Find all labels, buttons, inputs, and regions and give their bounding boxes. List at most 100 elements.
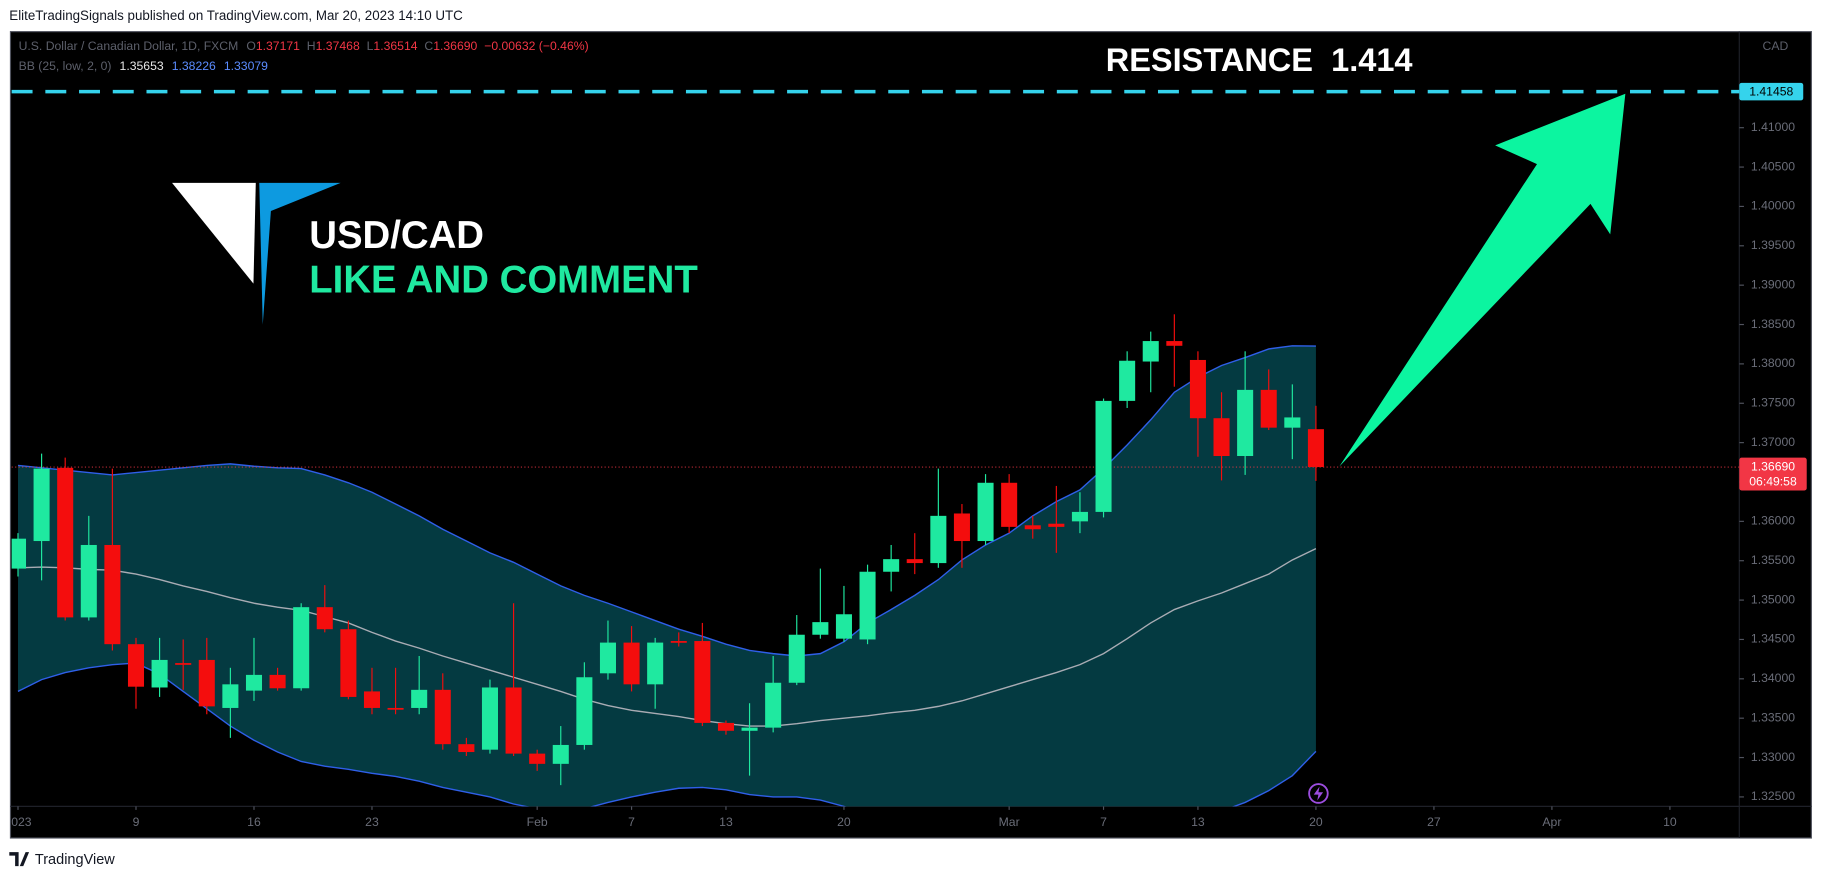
last-price-box <box>1739 457 1807 491</box>
candle-body <box>788 634 805 683</box>
high-value: 1.37468 <box>316 39 360 53</box>
candle-body <box>1166 341 1183 346</box>
bands-lower-value: 1.33079 <box>224 59 268 73</box>
candle-body <box>953 513 970 542</box>
candle-body <box>1048 523 1065 527</box>
x-tick-label: 13 <box>719 815 733 829</box>
y-tick-label: 1.34000 <box>1751 671 1795 685</box>
candle-body <box>316 607 333 630</box>
x-tick-label: 27 <box>1427 815 1441 829</box>
x-tick-label: 20 <box>837 815 851 829</box>
low-value: 1.36514 <box>373 39 417 53</box>
plot-area <box>11 314 1740 807</box>
candle-body <box>1213 418 1230 457</box>
close-value: 1.36690 <box>433 39 477 53</box>
candle-body <box>1307 429 1324 468</box>
footer-logo <box>9 852 30 867</box>
candle-body <box>977 482 994 542</box>
candle-body <box>1237 389 1254 457</box>
publisher-line: EliteTradingSignals published on Trading… <box>9 8 463 23</box>
candle-body <box>906 559 923 564</box>
candle-body <box>33 468 50 542</box>
candle-body <box>623 642 640 685</box>
candle-body <box>80 544 97 618</box>
lower-band <box>17 662 1317 807</box>
y-tick-label: 1.39000 <box>1751 277 1795 291</box>
candle-body <box>670 641 687 643</box>
candle-body <box>11 538 27 569</box>
y-tick-label: 1.39500 <box>1751 238 1795 252</box>
candle-body <box>930 515 947 564</box>
axes: 1.32500 1.33000 1.33500 1.34000 1.34500 1.350… <box>12 120 1796 829</box>
low-key: L <box>367 39 374 53</box>
candle-body <box>812 622 829 635</box>
candle-body <box>765 682 782 728</box>
resistance-text: RESISTANCE 1.414 <box>1106 41 1413 78</box>
x-tick-label: 10 <box>1663 815 1677 829</box>
candle-body <box>175 663 192 665</box>
candle-body <box>1095 400 1112 512</box>
candle-body <box>859 571 876 640</box>
candle-body <box>293 607 310 689</box>
y-tick-label: 1.35500 <box>1751 553 1795 567</box>
x-tick-label: 20 <box>1309 815 1323 829</box>
x-tick-label: Feb <box>527 815 548 829</box>
candle-body <box>1071 511 1088 522</box>
candle-body <box>1260 389 1277 428</box>
y-tick-label: 1.34500 <box>1751 632 1795 646</box>
candle-body <box>57 467 74 618</box>
candle-body <box>647 642 664 685</box>
candle-body <box>576 677 593 745</box>
chart-title: USD/CAD <box>309 214 484 257</box>
candle-body <box>269 674 286 689</box>
candle-body <box>505 687 522 754</box>
logo-white <box>172 182 256 284</box>
y-tick-label: 1.33000 <box>1751 750 1795 764</box>
chart-subtitle: LIKE AND COMMENT <box>309 259 698 302</box>
candle-body <box>151 659 168 688</box>
alert-icon <box>1308 783 1329 804</box>
resistance-price-label: 1.41458 <box>1749 84 1793 98</box>
y-tick-label: 1.33500 <box>1751 710 1795 724</box>
candle-body <box>363 691 381 708</box>
candle-body <box>1024 525 1041 530</box>
candle-body <box>340 629 357 697</box>
x-tick-label: 7 <box>628 815 635 829</box>
candle-body <box>387 707 404 710</box>
high-key: H <box>307 39 316 53</box>
y-tick-label: 1.40000 <box>1751 199 1795 213</box>
up-arrow <box>1339 93 1626 467</box>
candle-body <box>694 641 711 723</box>
logo-blue <box>259 182 341 325</box>
y-tick-label: 1.37500 <box>1751 395 1795 409</box>
y-tick-label: 1.36000 <box>1751 514 1795 528</box>
candle-body <box>1284 417 1301 428</box>
candle-body <box>127 644 145 687</box>
candle-body <box>198 659 215 707</box>
candle-body <box>458 744 475 753</box>
candle-body <box>222 684 239 708</box>
x-tick-label: 9 <box>133 815 140 829</box>
candle-body <box>1189 359 1206 419</box>
x-tick-label: Apr <box>1542 815 1561 829</box>
candle-body <box>1119 360 1136 401</box>
y-tick-label: 1.38500 <box>1751 317 1795 331</box>
currency-label: CAD <box>1763 39 1789 53</box>
x-tick-label: 16 <box>247 815 261 829</box>
last-price-label: 1.36690 <box>1751 459 1795 473</box>
open-value: 1.37171 <box>256 39 300 53</box>
x-tick-label: Mar <box>999 815 1020 829</box>
candle-body <box>1142 341 1159 362</box>
x-tick-label: 23 <box>365 815 379 829</box>
bands-upper-value: 1.38226 <box>172 59 216 73</box>
footer-brand: TradingView <box>35 852 115 868</box>
bands-legend: BB (25, low, 2, 0) 1.35653 1.38226 1.330… <box>19 59 269 73</box>
basis-line <box>17 548 1317 727</box>
alert-bolt <box>1313 786 1324 801</box>
y-tick-label: 1.32500 <box>1751 789 1795 803</box>
countdown-label: 06:49:58 <box>1749 474 1797 488</box>
candle-body <box>717 722 734 731</box>
candle-body <box>104 544 121 645</box>
